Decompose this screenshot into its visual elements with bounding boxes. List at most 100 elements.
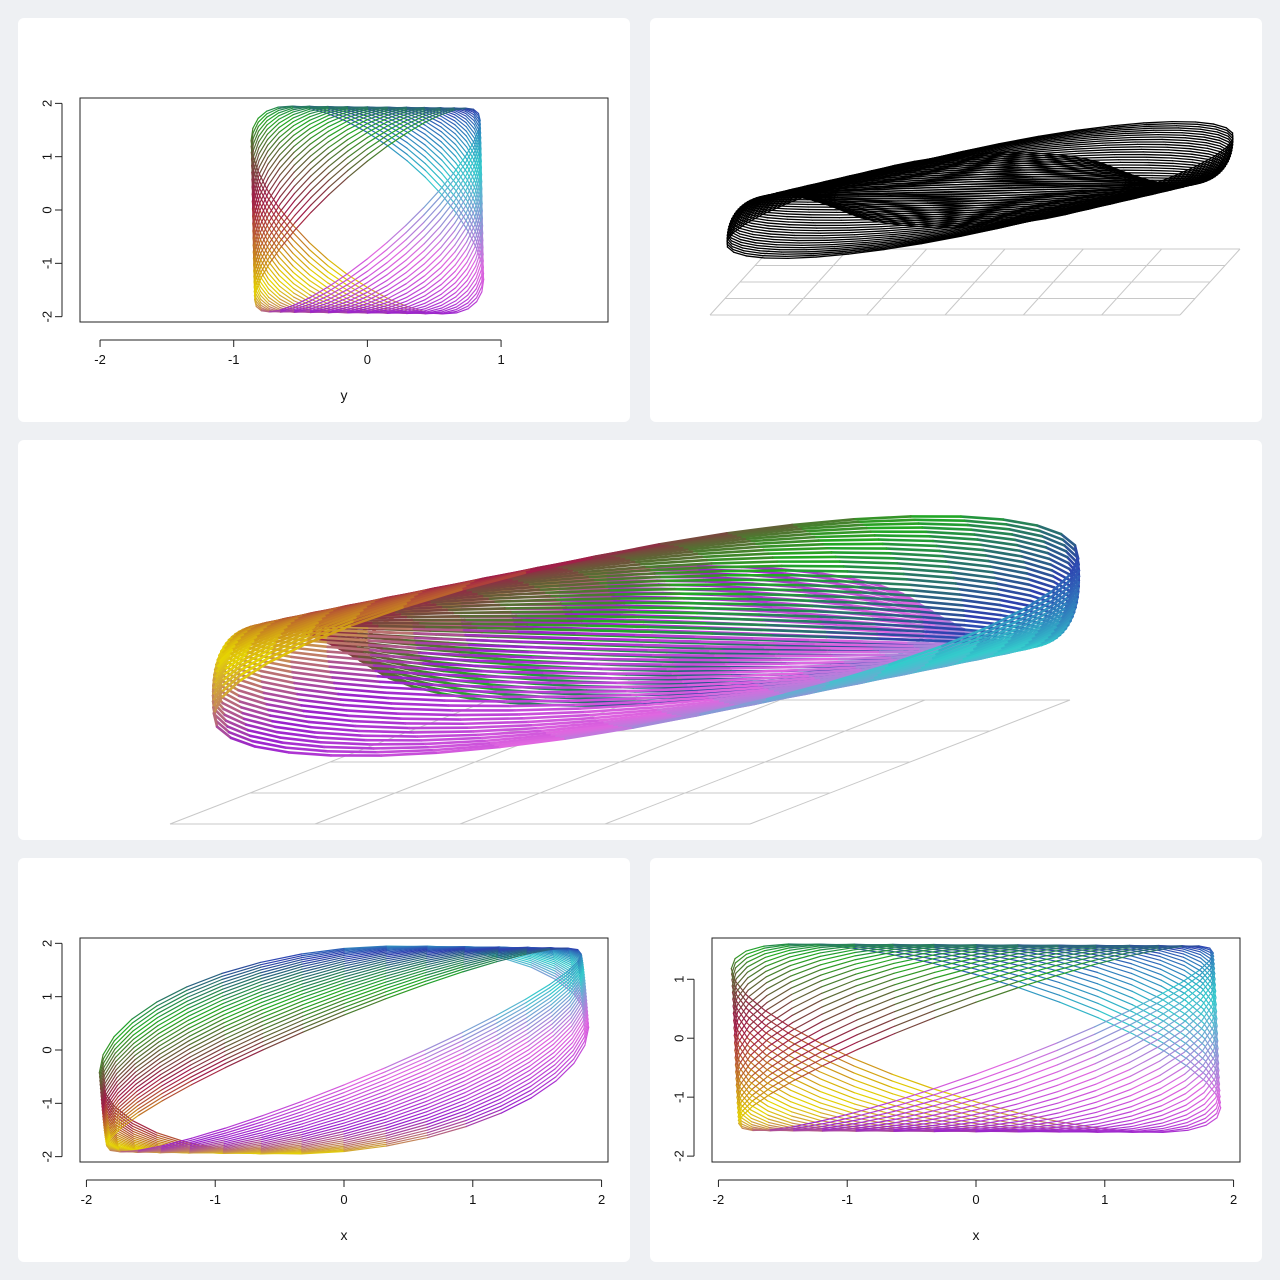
curve-segment <box>752 233 773 238</box>
curve-segment <box>581 642 646 647</box>
curve-segment <box>961 199 999 203</box>
curve-segment <box>462 628 520 634</box>
curve-segment <box>463 720 530 726</box>
curve-segment <box>464 1086 501 1105</box>
curve-segment <box>439 107 455 112</box>
curve-segment <box>366 112 388 121</box>
curve-segment <box>367 643 419 650</box>
panel-top-right <box>650 18 1262 422</box>
curve-segment <box>454 212 467 232</box>
curve-segment <box>212 712 219 728</box>
curve-segment <box>1082 196 1116 202</box>
curve-segment <box>343 1124 387 1137</box>
curve-segment <box>347 714 404 720</box>
curve-segment <box>569 697 639 703</box>
curve-segment <box>242 641 277 661</box>
curve-segment <box>255 265 262 281</box>
curve-segment <box>1050 578 1072 598</box>
curve-segment <box>1170 154 1193 158</box>
curve-segment <box>1062 597 1079 614</box>
curve-segment <box>211 673 225 692</box>
curve-segment <box>780 657 841 662</box>
curve-segment <box>253 745 290 754</box>
curve-segment <box>260 675 296 685</box>
curve-segment <box>1071 182 1103 185</box>
curve-segment <box>222 1148 262 1154</box>
curve-segment <box>405 228 425 248</box>
curve-segment <box>343 948 387 957</box>
curve-segment <box>933 226 974 234</box>
curve-segment <box>363 618 414 622</box>
curve-segment <box>819 231 853 234</box>
curve-segment <box>731 243 744 249</box>
curve-segment <box>343 1137 387 1147</box>
curve-segment <box>221 972 262 987</box>
curve-segment <box>1191 156 1209 161</box>
curve-segment <box>1090 132 1127 137</box>
curve-segment <box>466 231 476 250</box>
curve-segment <box>480 731 549 740</box>
curve-segment <box>1049 563 1072 576</box>
curve-segment <box>259 206 270 226</box>
curve-segment <box>386 651 428 659</box>
curve-segment <box>823 630 879 636</box>
curve-segment <box>989 565 1029 575</box>
curve-segment <box>327 124 349 138</box>
curve-segment <box>480 217 484 237</box>
curve-segment <box>1186 139 1207 144</box>
curve-segment <box>631 713 702 729</box>
curve-segment <box>426 1113 467 1128</box>
curve-segment <box>260 304 270 311</box>
curve-segment <box>985 210 1025 216</box>
curve-segment <box>267 136 280 152</box>
curve-segment <box>529 953 555 963</box>
curve-segment <box>1035 148 1074 153</box>
curve-segment <box>740 201 754 209</box>
curve-segment <box>354 599 411 619</box>
curve-segment <box>920 651 973 669</box>
curve-segment <box>301 960 345 973</box>
curve-segment <box>386 120 407 132</box>
curve-segment <box>260 235 270 254</box>
curve-segment <box>929 226 971 232</box>
curve-segment <box>962 643 1007 660</box>
curve-segment <box>440 141 457 158</box>
curve-segment <box>132 1128 158 1141</box>
curve-segment <box>252 227 256 246</box>
floor-grid <box>169 699 1071 825</box>
curve-segment <box>254 194 261 214</box>
curve-segment <box>269 246 282 264</box>
curve-segment <box>627 552 699 562</box>
curve-segment <box>290 655 331 663</box>
curve-segment <box>751 222 770 227</box>
curve-segment <box>309 289 329 302</box>
curve-segment <box>464 110 475 119</box>
curve-segment <box>292 116 311 127</box>
curve-segment <box>1067 580 1081 599</box>
curve-segment <box>1047 157 1085 161</box>
curve-segment <box>327 258 348 275</box>
curve-segment <box>572 626 634 632</box>
curve-segment <box>292 271 311 287</box>
curve-segment <box>327 106 348 110</box>
curve-segment <box>440 264 456 280</box>
curve-segment <box>280 304 296 311</box>
curve-segment <box>221 961 261 975</box>
curve-segment <box>327 144 349 161</box>
curve-segment <box>1015 543 1049 555</box>
curve-segment <box>662 645 723 651</box>
curve-segment <box>968 220 1010 228</box>
curve-segment <box>531 581 600 589</box>
curve-segment <box>258 163 269 182</box>
curve-segment <box>1192 161 1213 173</box>
curve-segment <box>253 279 257 293</box>
curve-segment <box>466 252 477 270</box>
curve-segment <box>1022 595 1054 616</box>
curve-segment <box>372 664 428 671</box>
curve-segment <box>474 220 482 240</box>
curve-segment <box>480 591 546 598</box>
curve-segment <box>222 1146 263 1152</box>
curve-segment <box>529 1060 556 1079</box>
curve-segment <box>226 725 252 738</box>
curve-segment <box>1177 176 1201 186</box>
